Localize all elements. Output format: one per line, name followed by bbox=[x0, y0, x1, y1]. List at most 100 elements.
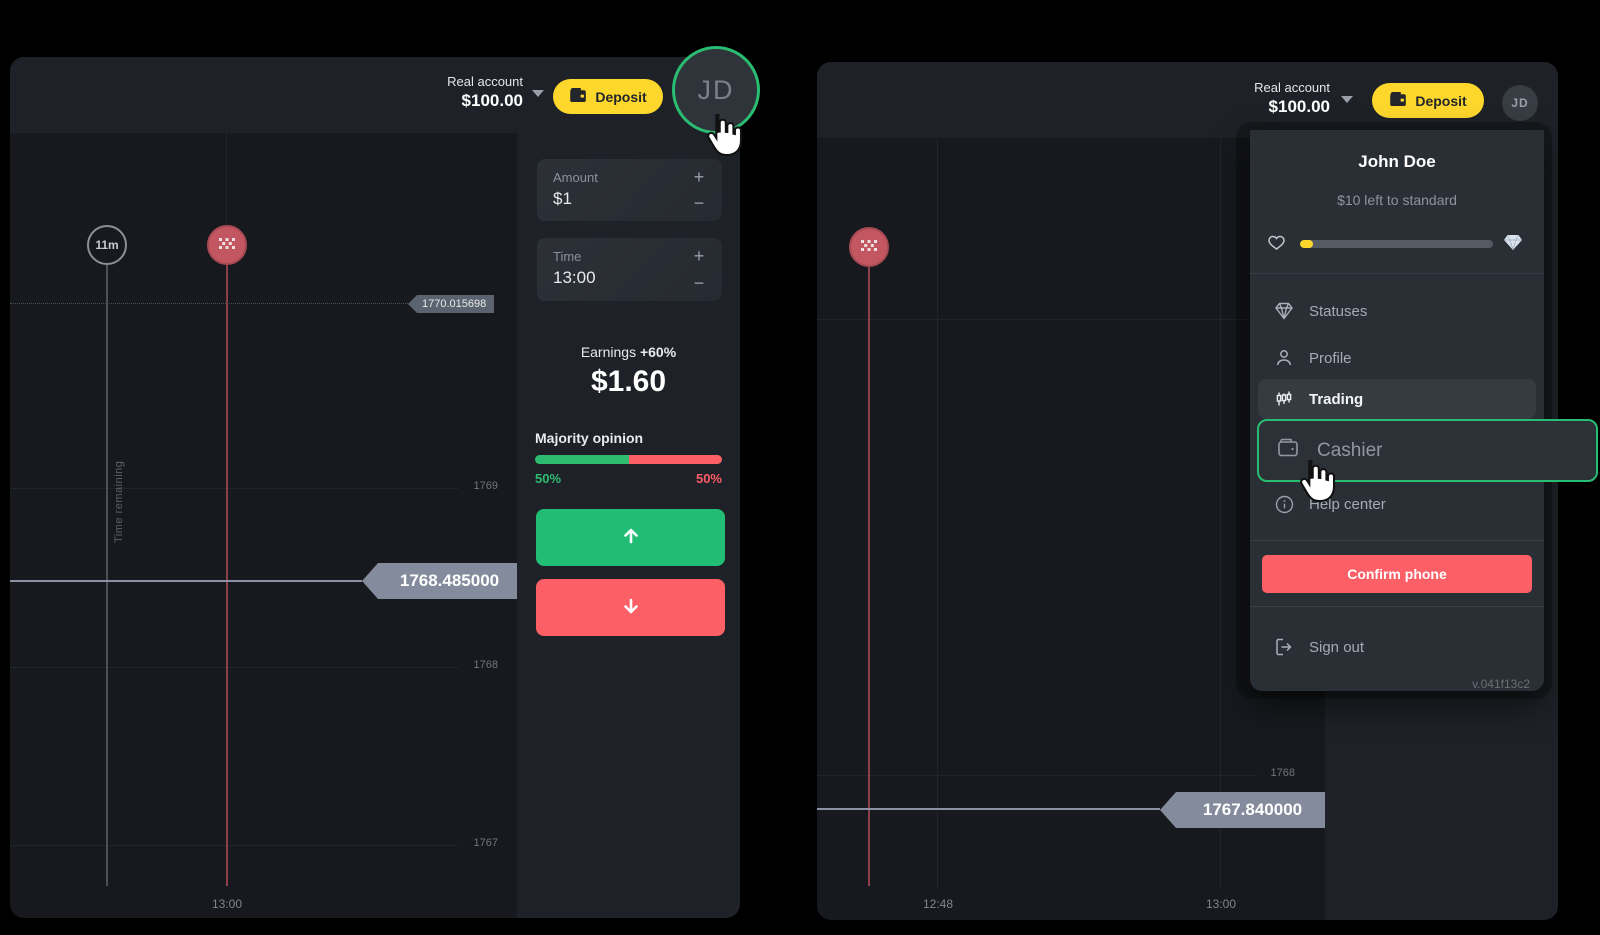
status-progress-fill bbox=[1300, 240, 1313, 248]
account-dropdown-menu: John Doe $10 left to standard Statuses P… bbox=[1250, 130, 1544, 691]
trading-window-left: Real account $100.00 Deposit 1769 1768 1… bbox=[10, 57, 740, 918]
earnings-line: Earnings +60% bbox=[517, 344, 740, 360]
expiry-marker-line bbox=[106, 265, 108, 886]
active-item-background bbox=[1258, 379, 1536, 419]
deposit-label: Deposit bbox=[1415, 92, 1467, 109]
current-price-tag: 1767.840000 bbox=[1160, 792, 1325, 828]
amount-label: Amount bbox=[553, 170, 598, 185]
menu-item-help-center[interactable]: Help center bbox=[1250, 481, 1544, 527]
account-switcher[interactable]: Real account $100.00 bbox=[447, 74, 523, 111]
gem-outline-icon bbox=[1273, 302, 1295, 320]
menu-item-label: Profile bbox=[1309, 349, 1352, 367]
chevron-down-icon[interactable] bbox=[532, 90, 544, 97]
deposit-button[interactable]: Deposit bbox=[553, 79, 663, 114]
wallet-outline-icon bbox=[1277, 438, 1299, 464]
strike-price-tag: 1770.015698 bbox=[408, 295, 495, 313]
amount-field[interactable]: Amount $1 + − bbox=[537, 159, 722, 221]
time-label: Time bbox=[553, 249, 582, 264]
amount-value: $1 bbox=[553, 189, 572, 208]
divider bbox=[1250, 540, 1544, 541]
heart-outline-icon bbox=[1267, 234, 1286, 256]
time-remaining-label: Time remaining bbox=[113, 460, 125, 543]
deposit-button[interactable]: Deposit bbox=[1372, 83, 1484, 118]
current-price-line bbox=[10, 580, 362, 582]
avatar[interactable]: JD bbox=[672, 46, 760, 134]
vertical-gridline bbox=[937, 138, 938, 888]
person-icon bbox=[1273, 349, 1295, 367]
sign-out-button[interactable]: Sign out bbox=[1250, 624, 1544, 670]
y-axis-tick: 1769 bbox=[473, 480, 498, 492]
candlestick-chart-icon bbox=[1273, 390, 1295, 408]
earnings-percent: +60% bbox=[639, 344, 677, 360]
divider bbox=[1250, 606, 1544, 607]
menu-item-trading[interactable]: Trading bbox=[1250, 376, 1544, 422]
header-right: Real account $100.00 Deposit JD bbox=[817, 62, 1558, 138]
timer-badge: 11m bbox=[87, 225, 127, 265]
chevron-down-icon[interactable] bbox=[1341, 96, 1353, 103]
majority-up-percent: 50% bbox=[535, 471, 562, 486]
majority-up-segment bbox=[535, 455, 629, 464]
purchase-deadline-line bbox=[226, 265, 228, 886]
menu-item-label: Trading bbox=[1309, 390, 1364, 408]
checkered-flag-badge bbox=[849, 227, 889, 267]
earnings-label: Earnings bbox=[580, 344, 637, 360]
menu-item-label: Statuses bbox=[1309, 302, 1368, 320]
price-chart-left[interactable]: 1769 1768 1767 11m Time remaining 1770.0… bbox=[10, 133, 517, 918]
account-type-label: Real account bbox=[447, 74, 523, 89]
time-field[interactable]: Time 13:00 + − bbox=[537, 238, 722, 301]
arrow-up-icon bbox=[621, 526, 641, 549]
info-icon bbox=[1273, 495, 1295, 514]
amount-decrease-button[interactable]: − bbox=[693, 193, 705, 213]
account-switcher[interactable]: Real account $100.00 bbox=[1254, 80, 1330, 117]
majority-opinion-bar bbox=[535, 455, 722, 464]
menu-item-cashier[interactable]: Cashier bbox=[1257, 419, 1598, 482]
status-progress-label: $10 left to standard bbox=[1337, 192, 1457, 208]
majority-down-segment bbox=[628, 455, 722, 464]
trade-panel: Amount $1 + − Time 13:00 + − Earnings +6… bbox=[517, 133, 740, 918]
sign-out-icon bbox=[1273, 638, 1295, 656]
horizontal-gridline bbox=[10, 488, 458, 489]
avatar[interactable]: JD bbox=[1502, 85, 1538, 121]
purchase-deadline-line bbox=[868, 267, 870, 886]
earnings-value: $1.60 bbox=[590, 365, 667, 398]
horizontal-gridline bbox=[10, 845, 458, 846]
deposit-label: Deposit bbox=[595, 88, 647, 105]
divider bbox=[1250, 273, 1544, 274]
x-axis-tick: 13:00 bbox=[1205, 897, 1237, 911]
trade-up-button[interactable] bbox=[536, 509, 725, 566]
menu-item-statuses[interactable]: Statuses bbox=[1250, 288, 1544, 334]
app-version: v.041f13c2 bbox=[1472, 677, 1530, 691]
time-decrease-button[interactable]: − bbox=[693, 273, 705, 293]
account-type-label: Real account bbox=[1254, 80, 1330, 95]
menu-item-profile[interactable]: Profile bbox=[1250, 335, 1544, 381]
account-balance: $100.00 bbox=[461, 91, 523, 110]
x-axis-tick: 12:48 bbox=[922, 897, 954, 911]
y-axis-tick: 1767 bbox=[473, 837, 498, 849]
time-value: 13:00 bbox=[553, 268, 596, 287]
wallet-icon bbox=[569, 87, 587, 106]
time-increase-button[interactable]: + bbox=[693, 246, 705, 266]
menu-item-label: Cashier bbox=[1317, 439, 1383, 461]
y-axis-tick: 1768 bbox=[1270, 767, 1295, 779]
current-price-tag: 1768.485000 bbox=[362, 563, 517, 599]
horizontal-gridline bbox=[10, 667, 458, 668]
horizontal-gridline bbox=[817, 319, 1250, 320]
x-axis-tick: 13:00 bbox=[211, 897, 243, 911]
checkered-flag-badge bbox=[207, 225, 247, 265]
confirm-phone-button[interactable]: Confirm phone bbox=[1262, 555, 1532, 593]
wallet-icon bbox=[1389, 91, 1407, 110]
checkered-flag-icon bbox=[219, 236, 235, 254]
amount-increase-button[interactable]: + bbox=[693, 167, 705, 187]
gem-icon bbox=[1503, 234, 1523, 256]
trade-down-button[interactable] bbox=[536, 579, 725, 636]
header-left: Real account $100.00 Deposit bbox=[10, 57, 740, 133]
price-chart-right[interactable]: 1768 1767.840000 12:48 13:00 bbox=[817, 138, 1325, 920]
majority-down-percent: 50% bbox=[695, 471, 722, 486]
arrow-down-icon bbox=[621, 596, 641, 619]
strike-price-line bbox=[10, 303, 408, 304]
vertical-gridline bbox=[1220, 138, 1221, 888]
status-progress-bar[interactable] bbox=[1300, 240, 1493, 248]
y-axis-tick: 1768 bbox=[473, 659, 498, 671]
majority-opinion-label: Majority opinion bbox=[535, 430, 644, 446]
